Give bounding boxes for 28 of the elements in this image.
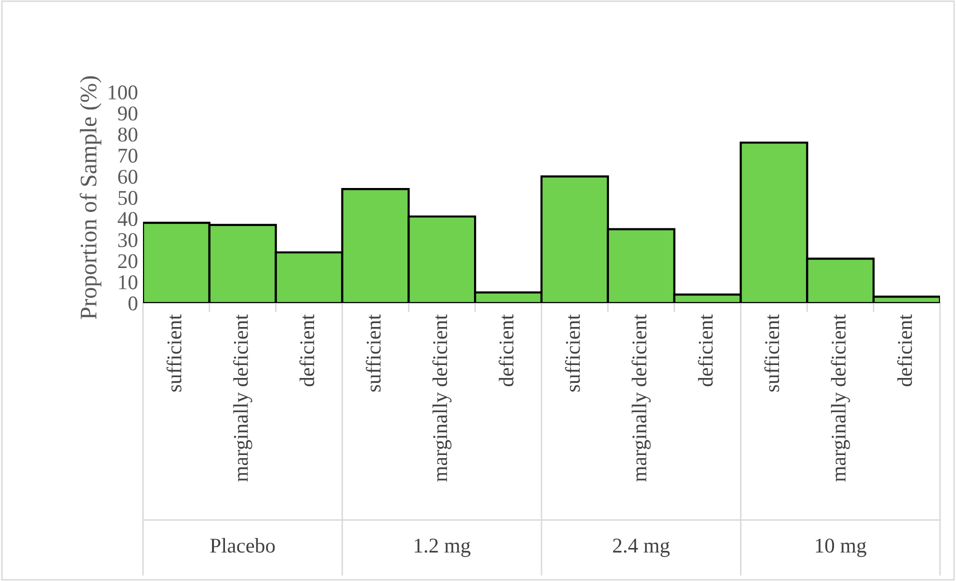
x-tick-label: marginally deficient (432, 314, 452, 482)
text: Placebo (210, 538, 275, 553)
x-tick-label: sufficient (764, 314, 780, 392)
y-tick-label: 90 (118, 106, 138, 121)
y-tick-label: 40 (118, 212, 138, 226)
text: 1.2 mg (414, 538, 470, 557)
x-tick-label: deficient (897, 314, 912, 386)
y-tick-label: 100 (108, 85, 138, 100)
y-tick-label: 50 (118, 190, 138, 205)
y-tick-label: 70 (118, 148, 138, 163)
x-tick-label: marginally deficient (830, 314, 850, 482)
x-tick-label: deficient (698, 314, 713, 386)
x-tick-label: deficient (299, 314, 314, 386)
y-tick-label: 10 (119, 275, 138, 290)
y-tick-label: 60 (118, 170, 138, 184)
x-tick-label: marginally deficient (233, 314, 252, 482)
y-tick-label: 20 (118, 254, 138, 268)
x-tick-label: sufficient (366, 314, 381, 392)
x-tick-label: sufficient (565, 314, 580, 392)
x-tick-label: sufficient (166, 314, 182, 392)
text: 10 mg (816, 538, 866, 557)
y-tick-label: 30 (118, 233, 138, 248)
y-tick-label: 0 (128, 296, 138, 310)
y-axis-title: Proportion of Sample (%) (80, 76, 102, 320)
x-tick-label: marginally deficient (632, 314, 651, 482)
text: 2.4 mg (613, 538, 670, 557)
x-tick-label: deficient (498, 314, 514, 386)
y-tick-label: 80 (118, 128, 138, 142)
